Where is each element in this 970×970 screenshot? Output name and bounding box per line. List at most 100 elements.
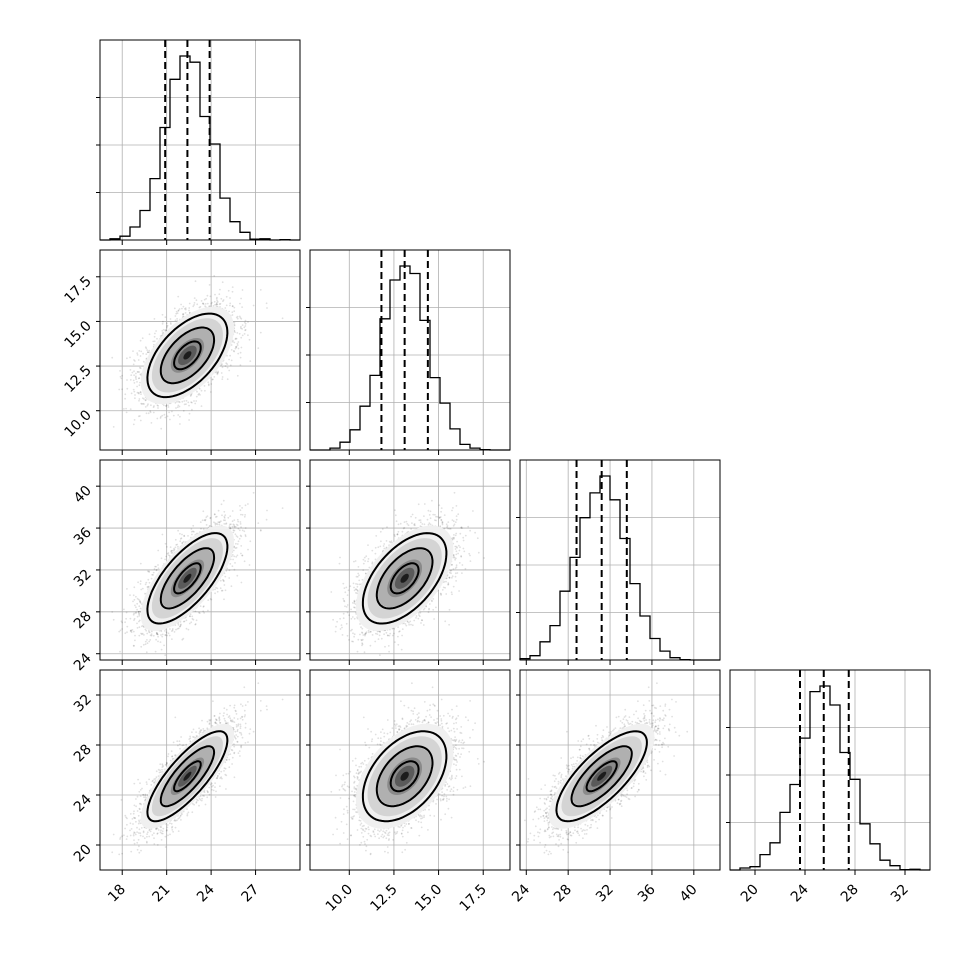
sample-point — [236, 315, 239, 318]
sample-point — [236, 374, 239, 377]
sample-point — [191, 401, 193, 404]
sample-point — [134, 360, 136, 362]
sample-point — [183, 400, 186, 402]
sample-point — [126, 588, 128, 590]
sample-point — [241, 306, 244, 308]
sample-point — [140, 393, 142, 395]
sample-point — [197, 393, 200, 396]
sample-point — [133, 619, 135, 621]
sample-point — [149, 410, 152, 412]
sample-point — [234, 347, 237, 350]
sample-point — [218, 521, 221, 523]
sample-point — [238, 537, 241, 540]
sample-point — [198, 388, 201, 390]
sample-point — [214, 293, 216, 296]
sample-point — [189, 615, 192, 618]
sample-point — [223, 515, 226, 518]
sample-point — [196, 303, 199, 306]
sample-point — [148, 333, 151, 336]
sample-point — [133, 374, 136, 377]
sample-point — [171, 410, 173, 413]
sample-point — [244, 534, 247, 536]
sample-point — [206, 302, 209, 305]
sample-point — [226, 354, 228, 357]
sample-point — [235, 555, 238, 558]
sample-point — [182, 313, 185, 316]
sample-point — [240, 336, 243, 339]
sample-point — [148, 630, 150, 633]
sample-point — [230, 359, 233, 362]
sample-point — [176, 312, 179, 315]
sample-point — [207, 383, 210, 386]
sample-point — [188, 307, 191, 309]
sample-point — [240, 327, 242, 330]
sample-point — [147, 412, 150, 415]
sample-point — [157, 549, 160, 552]
sample-point — [236, 344, 239, 346]
sample-point — [132, 363, 135, 366]
sample-point — [235, 345, 238, 348]
sample-point — [134, 639, 136, 642]
sample-point — [177, 400, 180, 403]
sample-point — [180, 303, 183, 306]
sample-point — [237, 341, 240, 343]
sample-point — [213, 376, 216, 378]
sample-point — [138, 350, 141, 352]
sample-point — [121, 374, 123, 377]
sample-point — [229, 304, 231, 307]
sample-point — [129, 617, 132, 620]
sample-point — [216, 372, 219, 374]
sample-point — [188, 412, 191, 415]
sample-point — [220, 589, 223, 592]
sample-point — [159, 417, 162, 419]
sample-point — [221, 376, 224, 378]
sample-point — [174, 401, 177, 404]
sample-point — [112, 426, 115, 428]
sample-point — [126, 387, 129, 390]
sample-point — [231, 520, 234, 523]
sample-point — [207, 599, 210, 601]
sample-point — [231, 510, 234, 512]
panel-0-0 — [96, 39, 301, 245]
sample-point — [230, 344, 233, 346]
sample-point — [124, 397, 126, 400]
sample-point — [172, 549, 175, 552]
sample-point — [191, 408, 193, 411]
sample-point — [199, 305, 202, 308]
sample-point — [133, 370, 135, 373]
sample-point — [129, 369, 132, 371]
sample-point — [144, 406, 147, 408]
sample-point — [223, 517, 226, 519]
sample-point — [152, 406, 155, 409]
sample-point — [146, 639, 148, 641]
sample-point — [244, 504, 247, 507]
sample-point — [141, 633, 143, 636]
sample-point — [198, 392, 201, 395]
sample-point — [137, 377, 140, 380]
sample-point — [129, 408, 132, 410]
sample-point — [172, 414, 175, 417]
sample-point — [177, 295, 180, 298]
sample-point — [175, 312, 178, 315]
sample-point — [119, 370, 121, 372]
sample-point — [157, 564, 159, 566]
sample-point — [234, 337, 237, 340]
sample-point — [169, 322, 172, 324]
sample-point — [139, 415, 141, 417]
sample-point — [225, 304, 228, 307]
sample-point — [207, 381, 210, 384]
sample-point — [167, 632, 170, 635]
sample-point — [177, 404, 180, 407]
sample-point — [165, 404, 168, 407]
sample-point — [161, 414, 164, 417]
sample-point — [147, 578, 150, 581]
sample-point — [119, 375, 122, 378]
sample-point — [139, 355, 142, 357]
sample-point — [132, 423, 135, 426]
sample-point — [202, 606, 205, 608]
sample-point — [181, 638, 184, 641]
sample-point — [147, 586, 150, 588]
sample-point — [194, 623, 197, 625]
sample-point — [135, 378, 138, 380]
